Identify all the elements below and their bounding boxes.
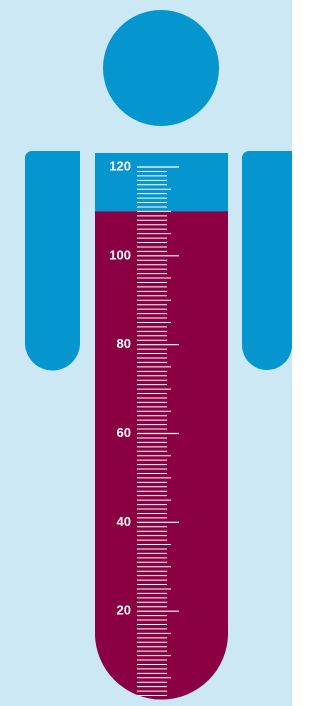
y-tick-label: 80: [117, 336, 131, 351]
gauge-fill: [95, 211, 228, 706]
chart: 20 40 60 80 100 120: [0, 0, 292, 706]
y-tick-label: 120: [109, 158, 131, 173]
y-tick-label: 40: [117, 514, 131, 529]
y-tick-label: 60: [117, 425, 131, 440]
right-arm: [242, 151, 292, 370]
head: [103, 10, 219, 126]
page: 20406080100120 (() => { const data = JSO…: [0, 0, 320, 706]
y-tick-label: 100: [109, 247, 131, 262]
left-arm: [25, 151, 80, 370]
y-tick-label: 20: [117, 603, 131, 618]
